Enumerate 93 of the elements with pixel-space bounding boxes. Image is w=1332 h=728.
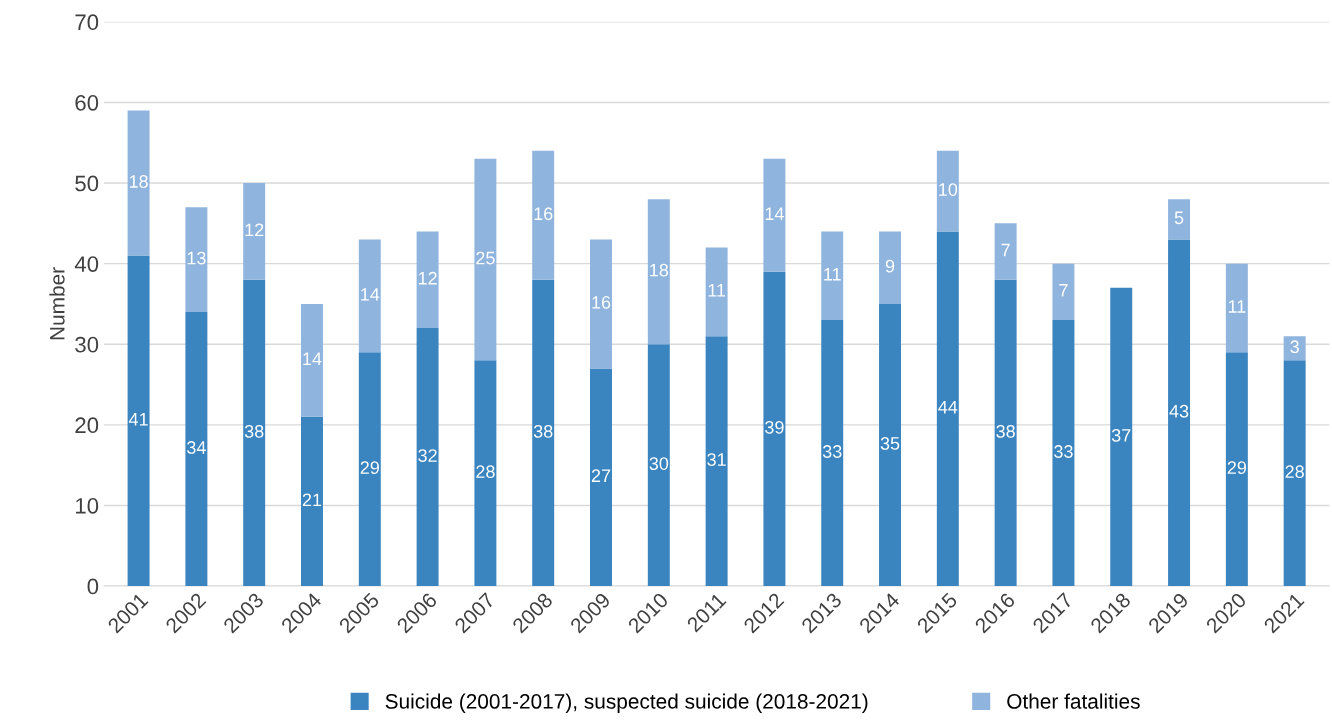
data-label: 21 (302, 493, 322, 507)
bar (647, 344, 670, 587)
bar (243, 183, 266, 280)
data-label: 3 (1290, 340, 1299, 354)
data-label: 18 (129, 175, 148, 188)
bar (185, 207, 208, 312)
y-axis-title: Number (49, 267, 65, 340)
bar (1283, 336, 1306, 361)
bar (590, 239, 612, 369)
data-label: 9 (885, 259, 895, 273)
data-label: 14 (361, 288, 380, 301)
data-label: 7 (1001, 243, 1010, 257)
data-label: 43 (1169, 404, 1189, 418)
bar (1052, 320, 1075, 587)
bar (879, 231, 902, 304)
legend-label: Other fatalities (1007, 693, 1140, 709)
data-label: 18 (650, 263, 669, 277)
data-label: 10 (939, 183, 958, 196)
bar (474, 360, 497, 587)
data-label: 27 (591, 469, 611, 482)
bar (474, 158, 497, 361)
data-label: 33 (1054, 445, 1073, 458)
data-label: 11 (708, 284, 726, 297)
bar (127, 255, 150, 587)
data-label: 12 (245, 223, 264, 237)
data-label: 13 (187, 251, 206, 265)
bar (532, 279, 555, 587)
y-tick-label: 70 (75, 14, 99, 31)
data-label: 35 (880, 437, 900, 450)
data-label: 38 (244, 424, 264, 438)
data-label: 31 (707, 453, 726, 466)
bar (1225, 352, 1248, 587)
bar (705, 247, 728, 337)
bar (821, 231, 844, 321)
bar (994, 279, 1017, 587)
y-tick-label: 30 (75, 336, 99, 353)
data-label: 38 (996, 424, 1015, 438)
y-tick-label: 20 (75, 417, 99, 434)
data-label: 28 (476, 465, 495, 479)
data-label: 44 (938, 400, 958, 414)
bar (994, 223, 1017, 280)
bar (185, 312, 208, 587)
data-label: 28 (1285, 465, 1304, 479)
bar (705, 336, 728, 587)
data-label: 12 (418, 271, 437, 285)
bar (532, 150, 555, 280)
data-label: 34 (187, 441, 206, 454)
bar (590, 368, 612, 587)
bar (879, 303, 902, 587)
data-label: 16 (592, 296, 611, 309)
data-label: 30 (649, 457, 669, 470)
bar (301, 303, 323, 417)
legend-label: Suicide (2001-2017), suspected suicide (2018-2021) (385, 693, 868, 713)
data-label: 37 (1111, 428, 1131, 442)
bar (1168, 199, 1191, 240)
data-label: 41 (128, 413, 148, 426)
bar (936, 231, 959, 587)
bar (936, 150, 959, 232)
bar (1168, 239, 1191, 587)
data-label: 14 (303, 352, 322, 366)
bar (416, 231, 439, 329)
data-label: 11 (1228, 300, 1246, 313)
data-label: 16 (534, 207, 553, 221)
y-tick-label: 0 (87, 578, 99, 595)
data-label: 39 (765, 420, 784, 434)
data-label: 29 (360, 461, 379, 475)
data-label: 25 (476, 251, 495, 265)
data-label: 29 (1227, 461, 1247, 475)
bar (358, 352, 381, 587)
bar (301, 416, 323, 587)
bar (1225, 263, 1248, 353)
bar (127, 110, 150, 256)
bar (1052, 263, 1075, 321)
bar (647, 199, 670, 345)
y-tick-label: 40 (74, 256, 99, 272)
bar (416, 328, 439, 587)
data-label: 32 (418, 449, 437, 462)
y-tick-label: 60 (75, 94, 99, 111)
bar (358, 239, 381, 353)
bar (821, 320, 844, 587)
y-tick-label: 10 (76, 497, 99, 514)
data-label: 7 (1059, 284, 1068, 297)
bar (763, 271, 786, 587)
data-label: 33 (822, 445, 842, 458)
data-label: 5 (1174, 211, 1184, 225)
bar (243, 279, 266, 587)
y-tick-label: 50 (75, 175, 99, 192)
data-label: 11 (824, 267, 841, 281)
data-label: 38 (533, 424, 553, 438)
data-label: 14 (765, 207, 784, 220)
bar (1110, 287, 1133, 587)
bar (1283, 360, 1306, 587)
bar (763, 158, 786, 272)
